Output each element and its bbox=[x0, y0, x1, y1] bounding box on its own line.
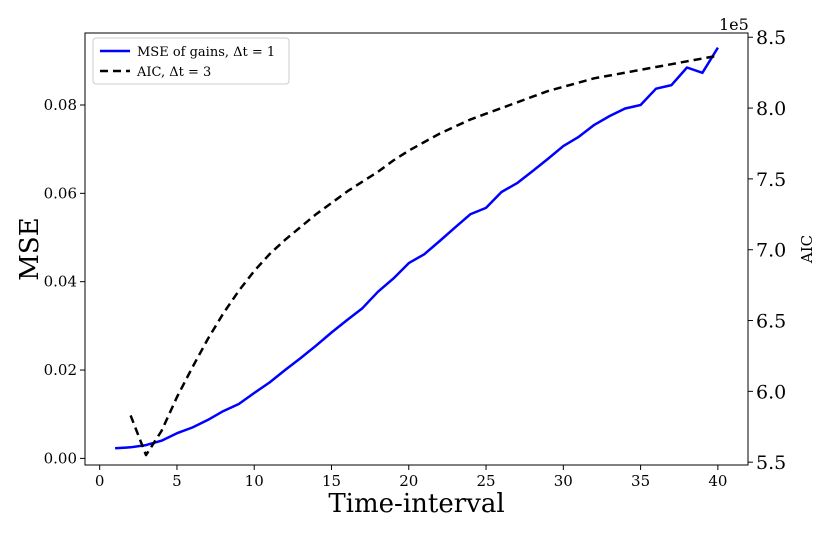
x-tick-label: 35 bbox=[631, 472, 650, 490]
legend-label-aic: AIC, Δt = 3 bbox=[136, 65, 211, 80]
y2-tick-label: 5.5 bbox=[756, 452, 786, 474]
plot-area bbox=[115, 46, 719, 457]
y2-axis-title: AIC bbox=[798, 235, 816, 264]
x-tick-label: 15 bbox=[322, 472, 341, 490]
series-line-mse bbox=[115, 46, 719, 450]
x-tick-label: 0 bbox=[95, 472, 105, 490]
y2-tick-label: 8.0 bbox=[756, 98, 786, 120]
y-tick-label: 0.00 bbox=[44, 449, 77, 467]
y2-tick-label: 6.0 bbox=[756, 381, 786, 403]
y2-offset-label: 1e5 bbox=[719, 15, 749, 34]
plot-frame bbox=[84, 32, 749, 466]
x-tick-label: 20 bbox=[399, 472, 418, 490]
y2-tick-label: 7.0 bbox=[756, 240, 786, 262]
y2-tick-label: 7.5 bbox=[756, 169, 786, 191]
x-tick-label: 25 bbox=[476, 472, 495, 490]
legend: MSE of gains, Δt = 1 AIC, Δt = 3 bbox=[92, 37, 290, 85]
series-line-aic bbox=[129, 54, 719, 457]
y-tick-label: 0.06 bbox=[44, 184, 77, 202]
x-tick-label: 5 bbox=[172, 472, 182, 490]
y-axis-title: MSE bbox=[15, 217, 45, 280]
axes-ticks: 0 5 10 15 20 25 30 35 40 0.00 0.02 0.04 0.06 0.08 5.5 6… bbox=[44, 27, 787, 490]
y-tick-label: 0.02 bbox=[44, 361, 77, 379]
y2-tick-label: 8.5 bbox=[756, 27, 786, 49]
x-tick-label: 10 bbox=[245, 472, 264, 490]
legend-box bbox=[92, 37, 290, 85]
y-tick-label: 0.08 bbox=[44, 96, 77, 114]
legend-label-mse: MSE of gains, Δt = 1 bbox=[137, 45, 275, 60]
x-tick-label: 30 bbox=[554, 472, 573, 490]
x-axis-title: Time-interval bbox=[328, 489, 504, 519]
y2-tick-label: 6.5 bbox=[756, 311, 786, 333]
x-tick-label: 40 bbox=[708, 472, 727, 490]
y-tick-label: 0.04 bbox=[44, 273, 77, 291]
